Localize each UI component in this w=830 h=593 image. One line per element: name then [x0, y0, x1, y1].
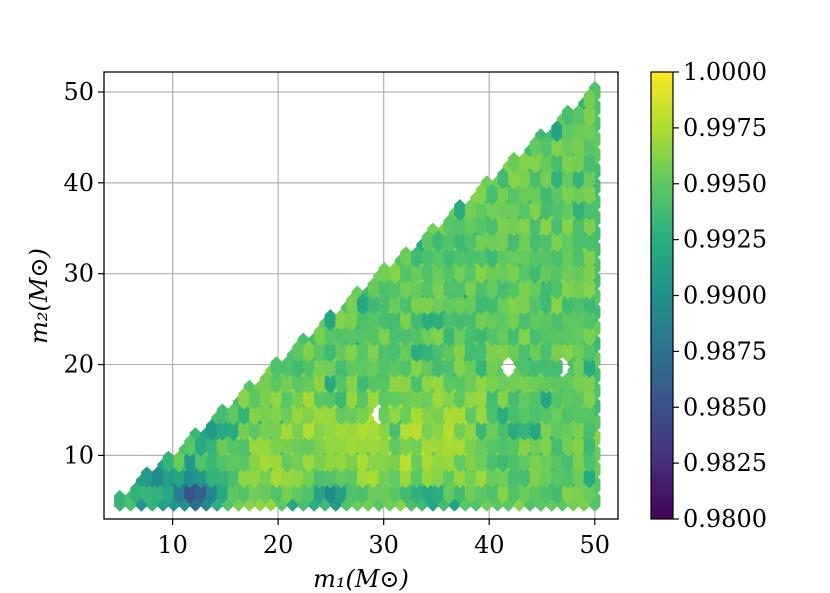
colorbar-tick-label: 0.9825: [683, 449, 767, 477]
hex-cell: [583, 293, 596, 316]
hex-cell: [583, 136, 596, 158]
hex-cell: [583, 387, 596, 410]
colorbar-tick-label: 0.9950: [683, 170, 767, 198]
hex-cell: [583, 434, 596, 457]
colorbar-ticks: 0.9800 0.9825 0.9850 0.9875 0.9900 0.9925 0.99…: [673, 58, 767, 533]
hex-cell: [583, 450, 596, 473]
x-tick-label: 20: [263, 531, 294, 559]
hex-cell: [583, 214, 596, 237]
y-tick-label: 40: [63, 169, 94, 197]
hex-cell: [583, 88, 596, 111]
hex-cell: [357, 403, 369, 426]
hex-cell: [583, 403, 596, 426]
colorbar-tick-label: 0.9800: [683, 505, 767, 533]
hex-cell: [583, 183, 596, 206]
hex-cell: [583, 120, 596, 143]
hex-cell: [583, 199, 596, 221]
x-axis-label: m₁(M⊙): [313, 565, 409, 593]
y-tick-label: 50: [63, 78, 94, 106]
hex-cell: [486, 356, 498, 379]
colorbar: [650, 71, 674, 520]
hex-cell: [583, 261, 596, 284]
hex-cell: [583, 277, 596, 300]
hex-cell: [583, 419, 596, 441]
hex-cell: [583, 309, 596, 331]
hex-cell: [583, 104, 596, 127]
hex-cell: [583, 246, 596, 268]
hexbin-cells: [114, 81, 601, 512]
colorbar-tick-label: 0.9875: [683, 337, 767, 365]
colorbar-tick-label: 0.9975: [683, 114, 767, 142]
x-tick-label: 40: [474, 531, 505, 559]
y-tick-label: 10: [63, 441, 94, 469]
hex-cell: [583, 151, 596, 174]
colorbar-tick-label: 0.9900: [683, 282, 767, 310]
colorbar-tick-label: 1.0000: [683, 58, 767, 86]
x-tick-label: 10: [157, 531, 188, 559]
hex-cell: [114, 489, 126, 512]
x-tick-label: 30: [368, 531, 399, 559]
x-axis-ticks: 10 20 30 40 50: [157, 519, 610, 559]
colorbar-tick-label: 0.9925: [683, 226, 767, 254]
hex-cell: [583, 340, 596, 363]
hex-cell: [583, 356, 596, 379]
x-tick-label: 50: [580, 531, 611, 559]
hex-cell: [583, 482, 596, 504]
hex-cell: [583, 371, 596, 394]
plot-frame: [103, 71, 619, 520]
hex-cell: [583, 466, 596, 489]
colorbar-tick-label: 0.9850: [683, 393, 767, 421]
y-axis-ticks: 10 20 30 40 50: [63, 78, 104, 469]
y-tick-label: 30: [63, 260, 94, 288]
hex-cell: [583, 167, 596, 190]
hex-cell: [583, 324, 596, 347]
hex-cell: [583, 230, 596, 253]
y-tick-label: 20: [63, 351, 94, 379]
hex-cell: [551, 356, 563, 379]
y-axis-label: m₂(M⊙): [25, 248, 53, 344]
